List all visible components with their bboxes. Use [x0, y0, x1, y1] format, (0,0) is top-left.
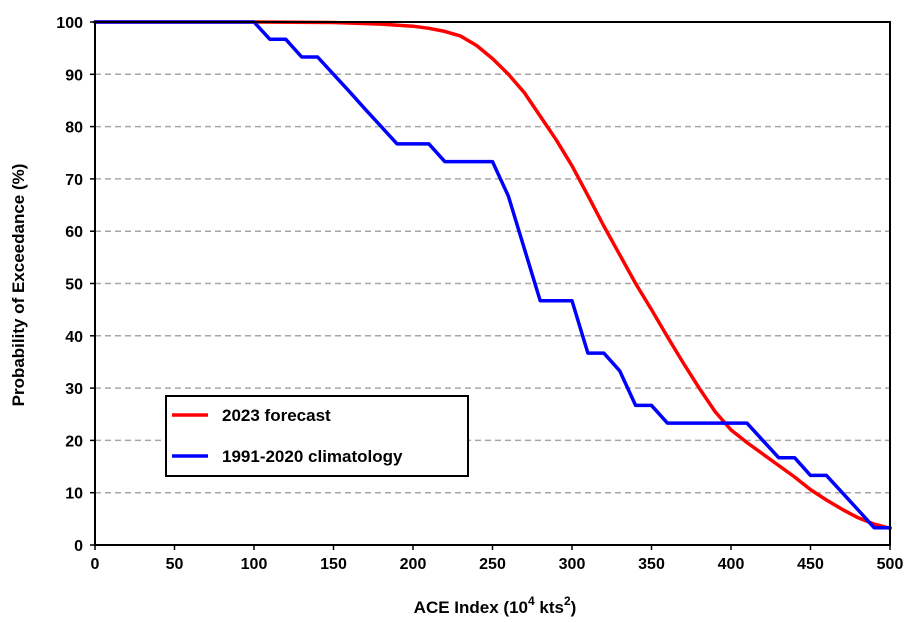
y-axis-title: Probability of Exceedance (%)	[9, 164, 28, 407]
x-tick-label: 250	[479, 556, 506, 573]
x-tick-label: 450	[797, 556, 824, 573]
series-line-1	[93, 20, 892, 530]
y-tick-label: 30	[65, 381, 83, 398]
y-tick-label: 40	[65, 329, 83, 346]
x-axis-title: ACE Index (104 kts2)	[414, 594, 577, 617]
series-line-0	[93, 20, 892, 531]
x-tick-label: 150	[320, 556, 347, 573]
y-tick-label: 80	[65, 120, 83, 137]
y-tick-label: 50	[65, 277, 83, 294]
y-tick-label: 70	[65, 172, 83, 189]
legend-label-forecast: 2023 forecast	[222, 406, 331, 425]
y-tick-label: 90	[65, 67, 83, 84]
y-tick-label: 20	[65, 433, 83, 450]
x-tick-label: 0	[91, 556, 100, 573]
legend-box	[165, 395, 469, 477]
y-tick-label: 100	[56, 15, 83, 32]
y-tick-label: 0	[74, 538, 83, 555]
x-tick-label: 400	[718, 556, 745, 573]
legend-label-climatology: 1991-2020 climatology	[222, 447, 403, 466]
data-series	[93, 20, 892, 531]
x-tick-label: 300	[559, 556, 586, 573]
y-tick-label: 10	[65, 486, 83, 503]
legend: 2023 forecast 1991-2020 climatology	[165, 395, 469, 477]
x-tick-label: 100	[241, 556, 268, 573]
x-tick-label: 350	[638, 556, 665, 573]
x-tick-label: 50	[166, 556, 184, 573]
x-tick-label: 500	[877, 556, 904, 573]
x-tick-label: 200	[400, 556, 427, 573]
axis-ticks: 0 50 100 150 200 250 300 350 400 450 500 0 10 20 30 40 5…	[56, 15, 903, 573]
y-tick-label: 60	[65, 224, 83, 241]
